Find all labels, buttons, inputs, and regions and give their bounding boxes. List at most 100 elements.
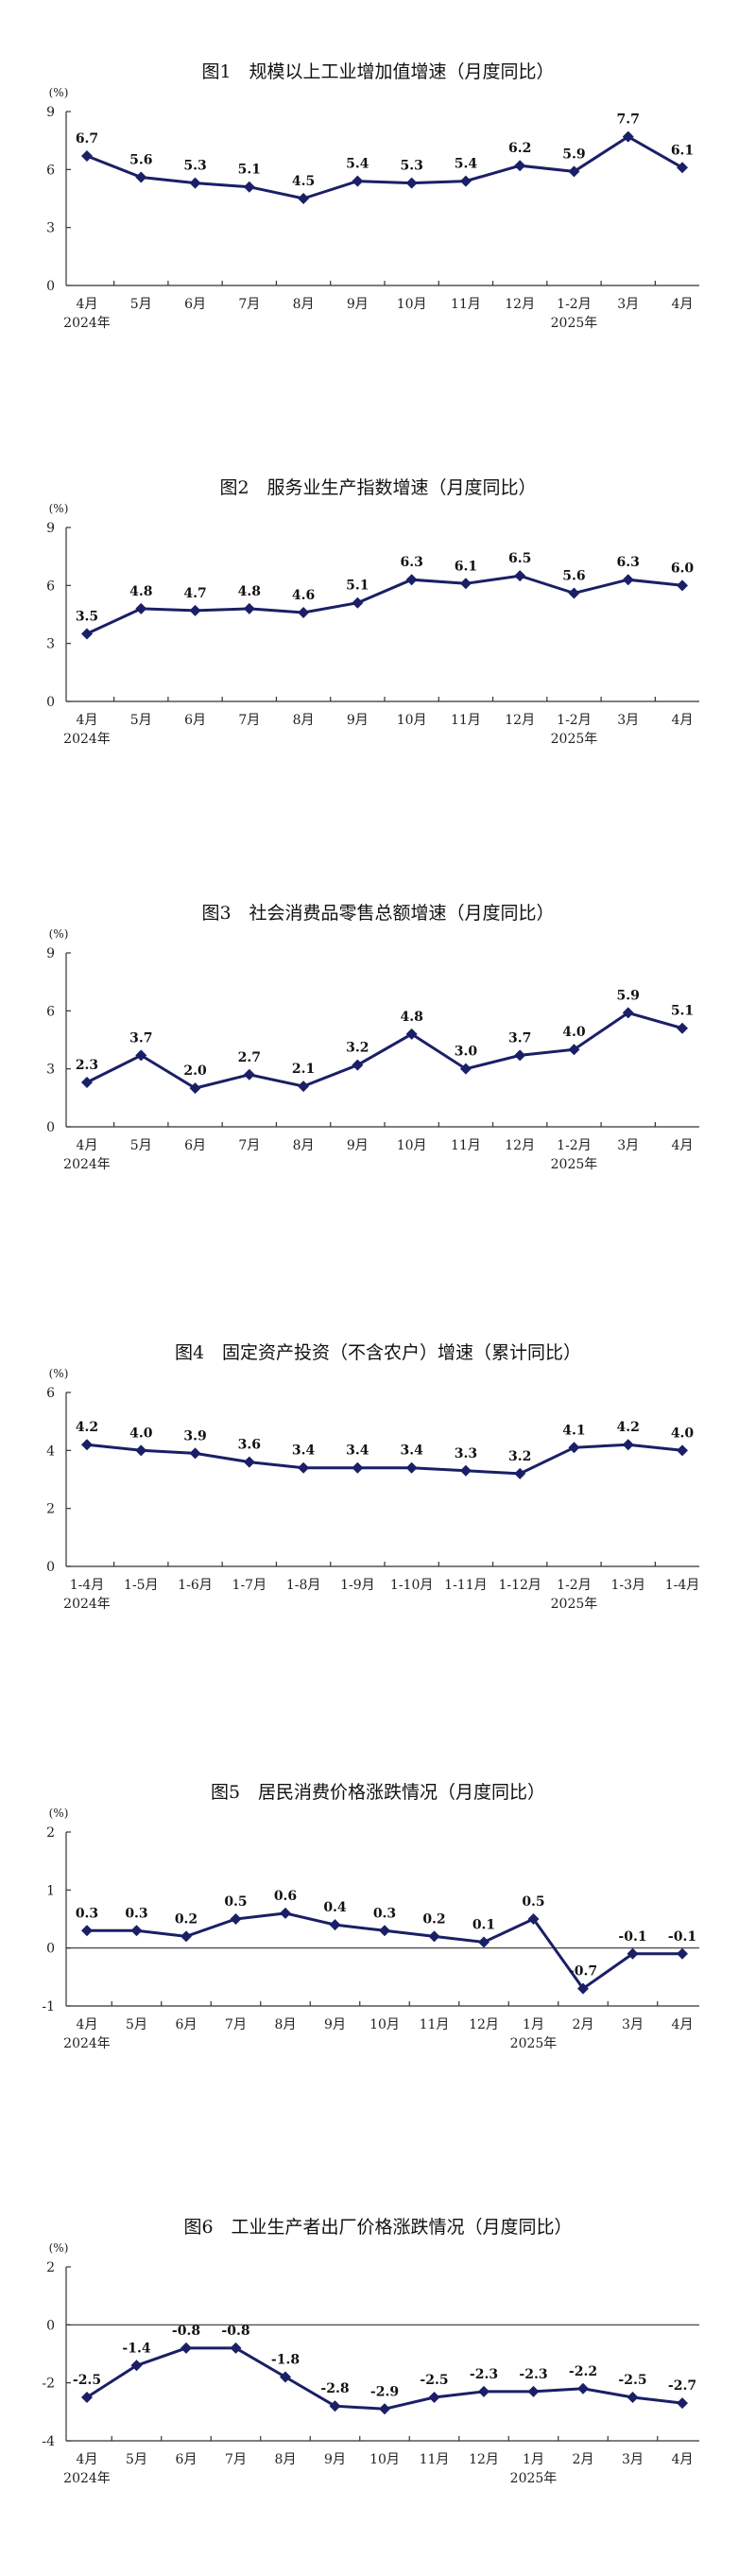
y-tick-label: -2	[42, 2377, 55, 2392]
data-label: 6.5	[508, 551, 531, 566]
data-point	[677, 1444, 688, 1457]
data-point	[405, 1028, 418, 1040]
data-label: 5.4	[455, 157, 478, 172]
x-tick-label: 9月	[347, 1138, 369, 1153]
y-tick-label: 9	[46, 521, 55, 536]
x-tick-label: 5月	[126, 2017, 147, 2032]
data-label: 4.8	[400, 1010, 422, 1025]
data-point	[230, 2342, 242, 2354]
data-point	[405, 1461, 418, 1474]
data-point	[189, 1082, 201, 1095]
data-label: 5.6	[129, 153, 152, 168]
data-label: 6.3	[617, 555, 640, 570]
data-label: 2.7	[238, 1050, 261, 1065]
data-label: 5.3	[183, 159, 206, 174]
data-point	[622, 1439, 634, 1451]
x-tick-label: 1-2月	[557, 1578, 592, 1593]
x-tick-label: 11月	[420, 2017, 450, 2032]
data-point	[81, 628, 93, 640]
data-label: 6.7	[76, 131, 98, 147]
data-label: 4.0	[562, 1025, 586, 1040]
data-label: 4.1	[562, 1423, 585, 1438]
data-point	[189, 177, 201, 189]
data-label: 3.4	[292, 1444, 316, 1459]
data-label: 0.5	[522, 1894, 544, 1910]
data-point	[514, 570, 526, 582]
year-label: 2024年	[63, 1157, 111, 1172]
x-tick-label: 4月	[672, 713, 694, 728]
data-point	[405, 574, 418, 586]
chart-title: 图4 固定资产投资（不含农户）增速（累计同比）	[175, 1342, 581, 1363]
data-label: 6.0	[671, 561, 695, 576]
x-tick-label: 1-5月	[124, 1578, 159, 1593]
x-tick-label: 1-4月	[70, 1578, 105, 1593]
data-label: 3.7	[129, 1030, 152, 1046]
x-tick-label: 5月	[130, 1138, 152, 1153]
data-label: -2.2	[569, 2364, 597, 2379]
x-tick-label: 4月	[77, 2452, 98, 2467]
x-tick-label: 8月	[293, 713, 315, 728]
data-point	[280, 1907, 291, 1919]
x-tick-label: 12月	[505, 1138, 535, 1153]
y-unit-label: (%)	[49, 1807, 69, 1820]
x-tick-label: 4月	[672, 1138, 694, 1153]
data-point	[527, 2385, 540, 2397]
y-tick-label: -1	[42, 1999, 55, 2014]
data-point	[298, 606, 310, 618]
data-point	[428, 2392, 440, 2403]
data-point	[677, 162, 688, 174]
data-point	[514, 1049, 526, 1062]
data-point	[622, 130, 634, 143]
data-point	[379, 1925, 390, 1937]
data-point	[622, 1007, 634, 1019]
data-point	[81, 1925, 93, 1937]
data-label: 3.9	[183, 1428, 206, 1444]
data-point	[189, 1447, 201, 1460]
y-tick-label: 2	[46, 2260, 55, 2275]
x-tick-label: 1-7月	[232, 1578, 267, 1593]
chart-2: 图2 服务业生产指数增速（月度同比） (%) 0 3 6 9 4月 5月 6月 7月 8月 9月 10月…	[0, 454, 756, 813]
x-tick-label: 7月	[225, 2017, 247, 2032]
data-label: -0.8	[221, 2324, 249, 2339]
data-point	[568, 1442, 580, 1454]
data-point	[180, 1930, 192, 1943]
x-tick-label: 12月	[505, 297, 535, 312]
x-tick-label: 11月	[451, 713, 481, 728]
data-point	[577, 2382, 589, 2394]
data-point	[677, 1022, 688, 1034]
data-label: -2.3	[519, 2367, 547, 2382]
x-tick-label: 10月	[397, 1138, 427, 1153]
data-point	[568, 587, 580, 599]
data-label: 4.0	[671, 1426, 695, 1441]
x-tick-label: 10月	[369, 2452, 400, 2467]
data-label: 0.3	[125, 1906, 147, 1921]
data-label: -1.8	[271, 2353, 300, 2368]
data-point	[81, 1076, 93, 1088]
data-label: -0.1	[668, 1929, 696, 1945]
y-tick-label: 9	[46, 105, 55, 120]
data-point	[352, 1461, 364, 1474]
x-tick-label: 9月	[324, 2017, 346, 2032]
data-label: 0.6	[274, 1889, 297, 1904]
x-tick-label: 1-12月	[498, 1578, 541, 1593]
x-tick-label: 11月	[451, 297, 481, 312]
x-tick-label: 5月	[126, 2452, 147, 2467]
chart-6: 图6 工业生产者出厂价格涨跌情况（月度同比） (%) -4 -2 0 2 4月 5月 6月 7月 8…	[0, 2193, 756, 2552]
x-tick-label: 8月	[293, 1138, 315, 1153]
data-point	[478, 2385, 490, 2397]
x-tick-label: 7月	[238, 1138, 260, 1153]
x-tick-label: 4月	[672, 2017, 694, 2032]
data-label: 0.5	[224, 1894, 247, 1910]
chart-4: 图4 固定资产投资（不含农户）增速（累计同比） (%) 0 2 4 6 1-4月 1-5月 1-…	[0, 1319, 756, 1678]
x-tick-label: 6月	[184, 297, 206, 312]
x-tick-label: 7月	[238, 713, 260, 728]
x-tick-label: 2月	[573, 2452, 594, 2467]
data-point	[459, 175, 472, 187]
x-tick-label: 3月	[617, 713, 639, 728]
x-tick-label: 11月	[451, 1138, 481, 1153]
data-point	[135, 1444, 147, 1457]
year-label: 2025年	[551, 1597, 598, 1612]
x-tick-label: 9月	[324, 2452, 346, 2467]
y-tick-label: 3	[46, 1063, 55, 1078]
data-point	[677, 2397, 688, 2410]
